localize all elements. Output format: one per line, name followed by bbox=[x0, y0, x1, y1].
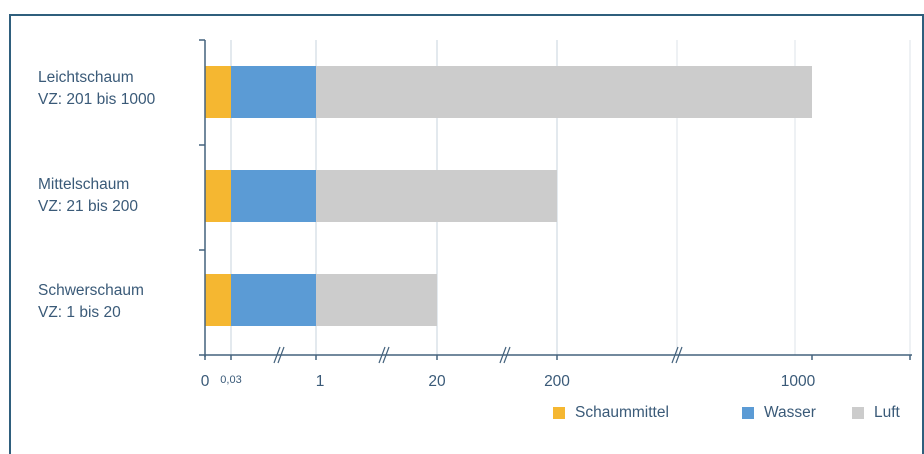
legend-item-luft: Luft bbox=[852, 404, 900, 422]
legend-swatch bbox=[742, 407, 754, 419]
category-label-line-1: Leichtschaum bbox=[38, 69, 134, 86]
stacked-bar-chart: 0 0,03 1 20 200 1000 bbox=[199, 39, 912, 390]
axis-break-mark bbox=[499, 346, 507, 364]
axis-break-mark bbox=[277, 346, 285, 364]
axis-break-mark bbox=[675, 346, 683, 364]
bar-schaummittel bbox=[205, 274, 231, 326]
legend-label: Wasser bbox=[764, 404, 816, 421]
x-tick-label: 1000 bbox=[781, 373, 816, 390]
legend-label: Luft bbox=[874, 404, 900, 421]
category-label-mittelschaum: Mittelschaum VZ: 21 bis 200 bbox=[38, 174, 138, 218]
axis-break-mark bbox=[382, 346, 390, 364]
category-label-line-1: Mittelschaum bbox=[38, 176, 130, 193]
x-tick-label: 0 bbox=[201, 373, 210, 390]
x-tick-label: 0,03 bbox=[220, 374, 241, 386]
category-label-line-1: Schwerschaum bbox=[38, 282, 144, 299]
axis-break-mark bbox=[503, 346, 511, 364]
bar-schaummittel bbox=[205, 66, 231, 118]
x-tick-label: 1 bbox=[316, 373, 325, 390]
legend-label: Schaummittel bbox=[575, 404, 669, 421]
axis-break-mark bbox=[378, 346, 386, 364]
category-label-line-2: VZ: 201 bis 1000 bbox=[38, 91, 156, 108]
bar-wasser bbox=[231, 66, 316, 118]
bar-schaummittel bbox=[205, 170, 231, 222]
legend-swatch bbox=[852, 407, 864, 419]
bar-luft bbox=[316, 274, 437, 326]
category-label-leichtschaum: Leichtschaum VZ: 201 bis 1000 bbox=[38, 67, 155, 111]
bar-luft bbox=[316, 66, 812, 118]
bar-wasser bbox=[231, 170, 316, 222]
legend-swatch bbox=[553, 407, 565, 419]
category-label-line-2: VZ: 21 bis 200 bbox=[38, 198, 138, 215]
axis-break-mark bbox=[273, 346, 281, 364]
legend-item-wasser: Wasser bbox=[742, 404, 816, 422]
x-tick-label: 200 bbox=[544, 373, 570, 390]
category-label-line-2: VZ: 1 bis 20 bbox=[38, 304, 121, 321]
bar-wasser bbox=[231, 274, 316, 326]
legend-item-schaummittel: Schaummittel bbox=[553, 404, 669, 422]
axis-break-mark bbox=[671, 346, 679, 364]
x-tick-label: 20 bbox=[428, 373, 446, 390]
bar-luft bbox=[316, 170, 557, 222]
category-label-schwerschaum: Schwerschaum VZ: 1 bis 20 bbox=[38, 280, 144, 324]
